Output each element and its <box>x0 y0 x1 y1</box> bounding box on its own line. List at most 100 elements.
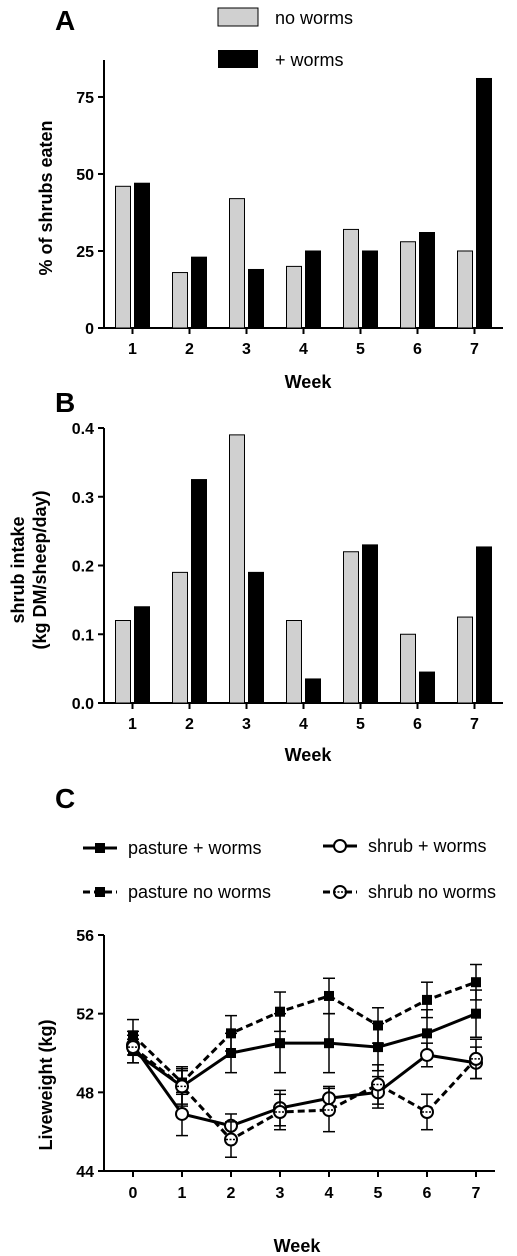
x-tick-label: 1 <box>128 341 137 358</box>
legend-label-pasture-no-worms: pasture no worms <box>128 882 271 902</box>
x-tick-label: 6 <box>413 341 422 358</box>
legend-label-worms: + worms <box>275 50 344 70</box>
bar-no-worms-week-5 <box>343 228 359 329</box>
panel-c: C pasture + worms pasture no worms shrub… <box>36 783 496 1256</box>
point-pasture-worms <box>226 1048 236 1058</box>
legend-swatch-no-worms <box>217 7 259 27</box>
bar-worms-week-4 <box>305 250 321 329</box>
x-tick-label: 6 <box>413 716 422 733</box>
y-tick-label: 0 <box>85 321 94 338</box>
y-tick-label: 48 <box>76 1085 94 1102</box>
point-pasture-worms <box>275 1038 285 1049</box>
bar-no-worms-week-3 <box>229 434 245 704</box>
x-tick-label: 2 <box>185 341 194 358</box>
panel-a-x-axis-title: Week <box>285 372 333 392</box>
legend-label-pasture-worms: pasture + worms <box>128 838 262 858</box>
x-tick-label: 5 <box>356 341 365 358</box>
point-shrub-worms <box>420 1047 434 1062</box>
panel-c-legend: pasture + worms pasture no worms shrub +… <box>83 836 496 902</box>
bar-no-worms-week-4 <box>286 620 302 704</box>
y-tick-label: 0.3 <box>72 490 94 507</box>
square-marker-icon <box>95 887 105 897</box>
bar-no-worms-week-7 <box>457 250 473 329</box>
bar-no-worms-week-6 <box>400 241 416 329</box>
bar-worms-week-5 <box>362 250 378 329</box>
panel-a-plot: 0 25 50 75 1 2 3 4 5 6 7 <box>76 60 503 358</box>
panel-c-label: C <box>55 783 75 814</box>
panel-c-x-axis-title: Week <box>274 1236 322 1256</box>
x-tick-label: 4 <box>325 1185 334 1202</box>
x-tick-label: 0 <box>129 1185 138 1202</box>
point-pasture-worms <box>471 1008 481 1019</box>
point-pasture-no-worms <box>275 1006 285 1017</box>
panel-b-y-axis-title-line2: (kg DM/sheep/day) <box>30 490 50 649</box>
bar-worms-week-6 <box>419 671 435 704</box>
x-tick-label: 7 <box>470 341 479 358</box>
legend-entry-pasture-no-worms: pasture no worms <box>83 882 271 902</box>
x-tick-label: 2 <box>227 1185 236 1202</box>
x-tick-label: 1 <box>178 1185 187 1202</box>
bar-no-worms-week-1 <box>115 185 131 329</box>
x-tick-label: 2 <box>185 716 194 733</box>
legend-entry-shrub-worms: shrub + worms <box>323 836 487 856</box>
point-pasture-no-worms <box>324 990 334 1001</box>
bar-no-worms-week-1 <box>115 620 131 704</box>
bar-no-worms-week-3 <box>229 198 245 329</box>
x-tick-label: 7 <box>470 716 479 733</box>
bar-worms-week-2 <box>191 256 207 329</box>
y-tick-label: 52 <box>76 1007 94 1024</box>
y-tick-label: 44 <box>76 1164 94 1181</box>
bar-no-worms-week-7 <box>457 616 473 704</box>
y-tick-label: 50 <box>76 167 94 184</box>
panel-a-legend: no worms + worms <box>217 7 353 70</box>
y-tick-label: 56 <box>76 928 94 945</box>
bar-worms-week-2 <box>191 479 207 704</box>
x-tick-label: 3 <box>276 1185 285 1202</box>
circle-marker-icon <box>333 839 347 853</box>
x-tick-label: 4 <box>299 716 308 733</box>
x-tick-label: 7 <box>472 1185 481 1202</box>
panel-b-x-axis-title: Week <box>285 745 333 765</box>
bar-worms-week-1 <box>134 606 150 704</box>
bar-worms-week-1 <box>134 182 150 329</box>
bar-worms-week-5 <box>362 544 378 704</box>
panel-b-label: B <box>55 387 75 418</box>
x-tick-label: 5 <box>374 1185 383 1202</box>
point-pasture-worms <box>422 1028 432 1039</box>
bar-worms-week-3 <box>248 571 264 704</box>
bar-no-worms-week-4 <box>286 265 302 329</box>
point-pasture-no-worms <box>226 1028 236 1039</box>
series-line-pasture-worms <box>132 1012 477 1089</box>
series-line-shrub-no-worms <box>132 1045 478 1142</box>
x-tick-label: 4 <box>299 341 308 358</box>
panel-a-label: A <box>55 5 75 36</box>
legend-label-no-worms: no worms <box>275 8 353 28</box>
legend-label-shrub-worms: shrub + worms <box>368 836 487 856</box>
legend-label-shrub-no-worms: shrub no worms <box>368 882 496 902</box>
point-pasture-worms <box>373 1042 383 1053</box>
bar-worms-week-7 <box>476 77 492 329</box>
bar-worms-week-6 <box>419 232 435 329</box>
y-tick-label: 25 <box>76 244 94 261</box>
bar-no-worms-week-2 <box>172 571 188 704</box>
panel-c-y-axis-title: Liveweight (kg) <box>36 1019 56 1150</box>
point-pasture-no-worms <box>422 994 432 1005</box>
series-line-pasture-no-worms <box>131 980 477 1085</box>
bar-no-worms-week-6 <box>400 633 416 704</box>
bar-no-worms-week-2 <box>172 272 188 329</box>
bar-worms-week-3 <box>248 268 264 329</box>
panel-a: A no worms + worms 0 25 50 75 1 2 3 4 5 6 7 Week %… <box>36 5 503 392</box>
y-tick-label: 0.2 <box>72 559 94 576</box>
bar-worms-week-7 <box>476 546 492 704</box>
point-pasture-worms <box>324 1038 334 1049</box>
panel-b: B 0.0 0.1 0.2 0.3 0.4 1 2 3 4 5 6 7 Week shrub inta… <box>8 387 503 765</box>
point-pasture-no-worms <box>373 1020 383 1031</box>
legend-swatch-worms <box>218 50 258 68</box>
x-tick-label: 6 <box>423 1185 432 1202</box>
y-tick-label: 0.0 <box>72 696 94 713</box>
panel-b-plot: 0.0 0.1 0.2 0.3 0.4 1 2 3 4 5 6 7 <box>72 421 503 733</box>
x-tick-label: 3 <box>242 341 251 358</box>
point-pasture-no-worms <box>471 977 481 988</box>
